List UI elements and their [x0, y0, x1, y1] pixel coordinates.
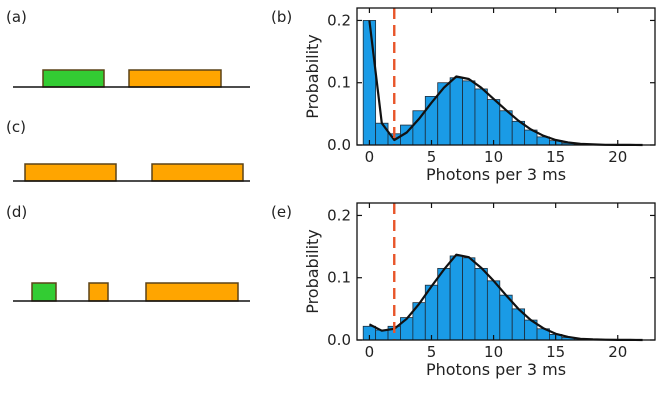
pulse-green-0 [42, 69, 105, 88]
pulse-orange-1 [128, 69, 222, 88]
panel-label-e: (e) [271, 203, 292, 221]
bar-8 [462, 257, 476, 341]
bar-11 [499, 110, 513, 146]
x-tick-label-0: 0 [365, 343, 375, 361]
x-tick-label-5: 5 [427, 343, 437, 361]
pulse-orange-1 [88, 282, 109, 302]
y-tick-label-2: 0.2 [327, 206, 351, 224]
panel-label-a: (a) [6, 8, 27, 26]
pulse-sequence-d [13, 282, 250, 302]
bar-7 [449, 255, 463, 341]
y-axis-title: Probability [303, 229, 322, 314]
y-tick-label-0: 0.0 [327, 136, 351, 154]
x-tick-label-20: 20 [608, 343, 627, 361]
x-tick-label-15: 15 [546, 148, 565, 166]
x-axis-title: Photons per 3 ms [426, 165, 566, 184]
bar-0 [362, 20, 377, 146]
y-axis-title: Probability [303, 34, 322, 119]
x-tick-label-5: 5 [427, 148, 437, 166]
panel-label-b: (b) [271, 8, 292, 26]
histogram-chart-b: 0 5 10 15 20 0.0 0.1 0.2 Photons per 3 ms Probabi… [303, 7, 656, 184]
panel-label-c: (c) [6, 118, 26, 136]
bar-11 [499, 294, 513, 341]
pulse-green-0 [31, 282, 57, 302]
bar-7 [449, 77, 463, 146]
pulse-orange-0 [24, 163, 117, 182]
y-tick-label-0: 0.0 [327, 331, 351, 349]
bar-10 [486, 280, 501, 341]
x-tick-label-10: 10 [484, 343, 503, 361]
plot-frame [356, 202, 656, 341]
plot-frame [356, 7, 656, 146]
pulse-orange-1 [151, 163, 244, 182]
pulse-sequence-a [13, 69, 250, 88]
bar-4 [412, 110, 426, 146]
x-tick-label-20: 20 [608, 148, 627, 166]
histogram-chart-e: 0 5 10 15 20 0.0 0.1 0.2 Photons per 3 ms Probabi… [303, 202, 656, 379]
bar-9 [474, 267, 488, 341]
pulse-sequence-c [13, 163, 250, 182]
bar-6 [437, 267, 451, 341]
bar-1 [375, 122, 389, 146]
bar-10 [486, 99, 501, 146]
panel-label-d: (d) [6, 203, 27, 221]
y-tick-label-2: 0.2 [327, 11, 351, 29]
x-tick-label-15: 15 [546, 343, 565, 361]
x-tick-label-0: 0 [365, 148, 375, 166]
bar-8 [462, 80, 476, 146]
bar-9 [474, 88, 488, 146]
pulse-orange-2 [145, 282, 239, 302]
y-tick-label-1: 0.1 [327, 269, 351, 287]
x-axis-title: Photons per 3 ms [426, 360, 566, 379]
x-tick-label-10: 10 [484, 148, 503, 166]
y-tick-label-1: 0.1 [327, 74, 351, 92]
